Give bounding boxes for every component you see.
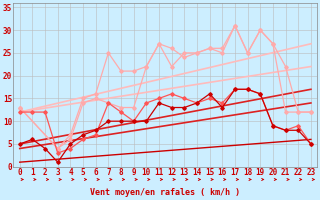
X-axis label: Vent moyen/en rafales ( km/h ): Vent moyen/en rafales ( km/h ) [90,188,240,197]
